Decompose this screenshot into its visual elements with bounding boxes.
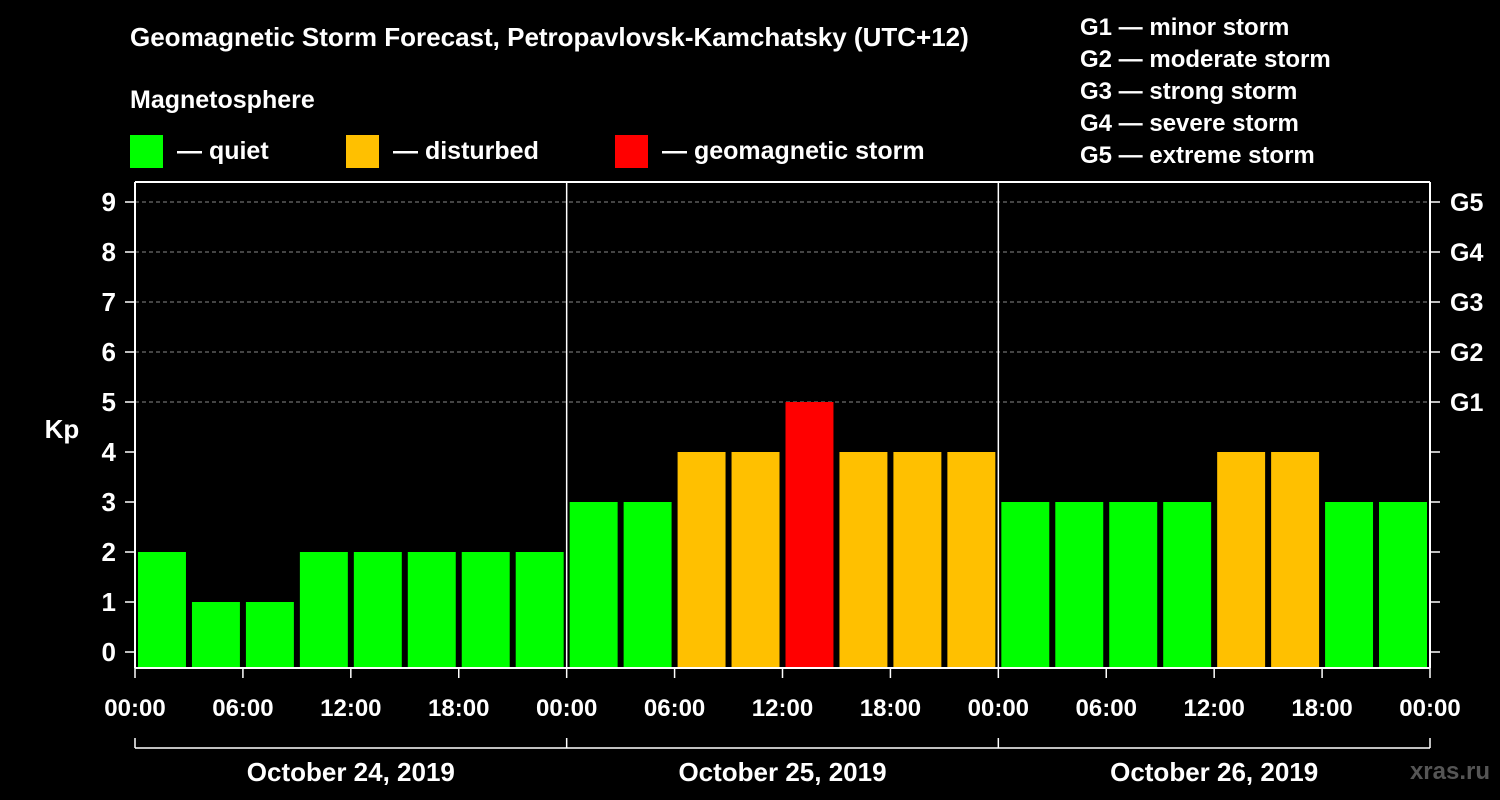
bar-10 (677, 452, 726, 668)
y-tick-label-9: 9 (102, 187, 116, 217)
bar-2 (245, 602, 294, 668)
x-tick-label-8: 00:00 (968, 695, 1029, 722)
bar-15 (947, 452, 996, 668)
legend-swatch-quiet (130, 134, 163, 168)
y-tick-label-7: 7 (102, 287, 116, 317)
bar-1 (191, 602, 240, 668)
day-label-0: October 24, 2019 (247, 757, 455, 787)
legend-item-quiet: — quiet (130, 134, 269, 168)
chart-title: Geomagnetic Storm Forecast, Petropavlovs… (130, 22, 969, 52)
y-tick-label-3: 3 (102, 487, 116, 517)
storm-level-label-g3: G3 (1450, 289, 1483, 317)
storm-scale-g2: G2 — moderate storm (1080, 46, 1331, 73)
bar-9 (623, 502, 672, 668)
storm-level-label-g2: G2 (1450, 339, 1483, 367)
storm-scale-g3: G3 — strong storm (1080, 78, 1298, 105)
bar-4 (353, 552, 402, 668)
x-tick-label-1: 06:00 (212, 695, 273, 722)
x-tick-label-3: 18:00 (428, 695, 489, 722)
legend-label-disturbed: — disturbed (393, 136, 539, 165)
storm-level-label-g5: G5 (1450, 189, 1483, 217)
bar-19 (1163, 502, 1212, 668)
watermark: xras.ru (1409, 758, 1490, 785)
axes (125, 181, 1440, 749)
bar-23 (1379, 502, 1427, 668)
legend-swatch-storm (615, 134, 648, 168)
storm-scale-g4: G4 — severe storm (1080, 110, 1299, 137)
bar-6 (461, 552, 510, 668)
y-tick-label-5: 5 (102, 387, 116, 417)
x-tick-label-12: 00:00 (1399, 695, 1460, 722)
x-tick-label-2: 12:00 (320, 695, 381, 722)
bar-18 (1109, 502, 1158, 668)
storm-level-label-g1: G1 (1450, 389, 1483, 417)
storm-scale-g1: G1 — minor storm (1080, 14, 1290, 41)
x-tick-label-6: 12:00 (752, 695, 813, 722)
legend-label-quiet: — quiet (177, 136, 269, 165)
day-label-2: October 26, 2019 (1110, 757, 1318, 787)
bar-7 (515, 552, 564, 668)
storm-level-label-g4: G4 (1450, 239, 1483, 267)
bar-22 (1325, 502, 1374, 668)
storm-scale-legend: G1 — minor storm G2 — moderate storm G3 … (1080, 12, 1331, 172)
x-tick-label-0: 00:00 (104, 695, 165, 722)
legend-label-storm: — geomagnetic storm (662, 136, 925, 165)
bar-21 (1271, 452, 1320, 668)
x-tick-label-11: 18:00 (1291, 695, 1352, 722)
bar-3 (299, 552, 348, 668)
legend-item-disturbed: — disturbed (346, 134, 539, 168)
y-tick-label-2: 2 (102, 537, 116, 567)
bar-17 (1055, 502, 1104, 668)
legend-swatch-disturbed (346, 134, 379, 168)
chart-subtitle: Magnetosphere (130, 86, 315, 114)
bars (138, 402, 1427, 668)
grid-lines (135, 201, 1430, 403)
x-tick-label-7: 18:00 (860, 695, 921, 722)
bar-14 (893, 452, 942, 668)
storm-scale-g5: G5 — extreme storm (1080, 142, 1315, 169)
bar-16 (1001, 502, 1050, 668)
x-tick-label-9: 06:00 (1076, 695, 1137, 722)
x-tick-label-5: 06:00 (644, 695, 705, 722)
axis-labels: 0 1 2 3 4 5 6 7 8 9 G1 G2 G3 G4 G5 00:00 06:00 12:00 18:00… (102, 187, 1484, 787)
bar-13 (839, 452, 888, 668)
y-tick-label-0: 0 (102, 637, 116, 667)
bar-12 (785, 402, 834, 668)
y-tick-label-6: 6 (102, 337, 116, 367)
y-axis-label: Kp (45, 414, 80, 444)
y-tick-label-4: 4 (102, 437, 117, 467)
legend-item-storm: — geomagnetic storm (615, 134, 925, 168)
x-tick-label-10: 12:00 (1183, 695, 1244, 722)
y-tick-label-1: 1 (102, 587, 116, 617)
bar-5 (407, 552, 456, 668)
bar-11 (731, 452, 780, 668)
y-tick-label-8: 8 (102, 237, 116, 267)
bar-8 (569, 502, 618, 668)
x-tick-label-4: 00:00 (536, 695, 597, 722)
bar-20 (1217, 452, 1266, 668)
bar-0 (138, 552, 186, 668)
day-label-1: October 25, 2019 (678, 757, 886, 787)
